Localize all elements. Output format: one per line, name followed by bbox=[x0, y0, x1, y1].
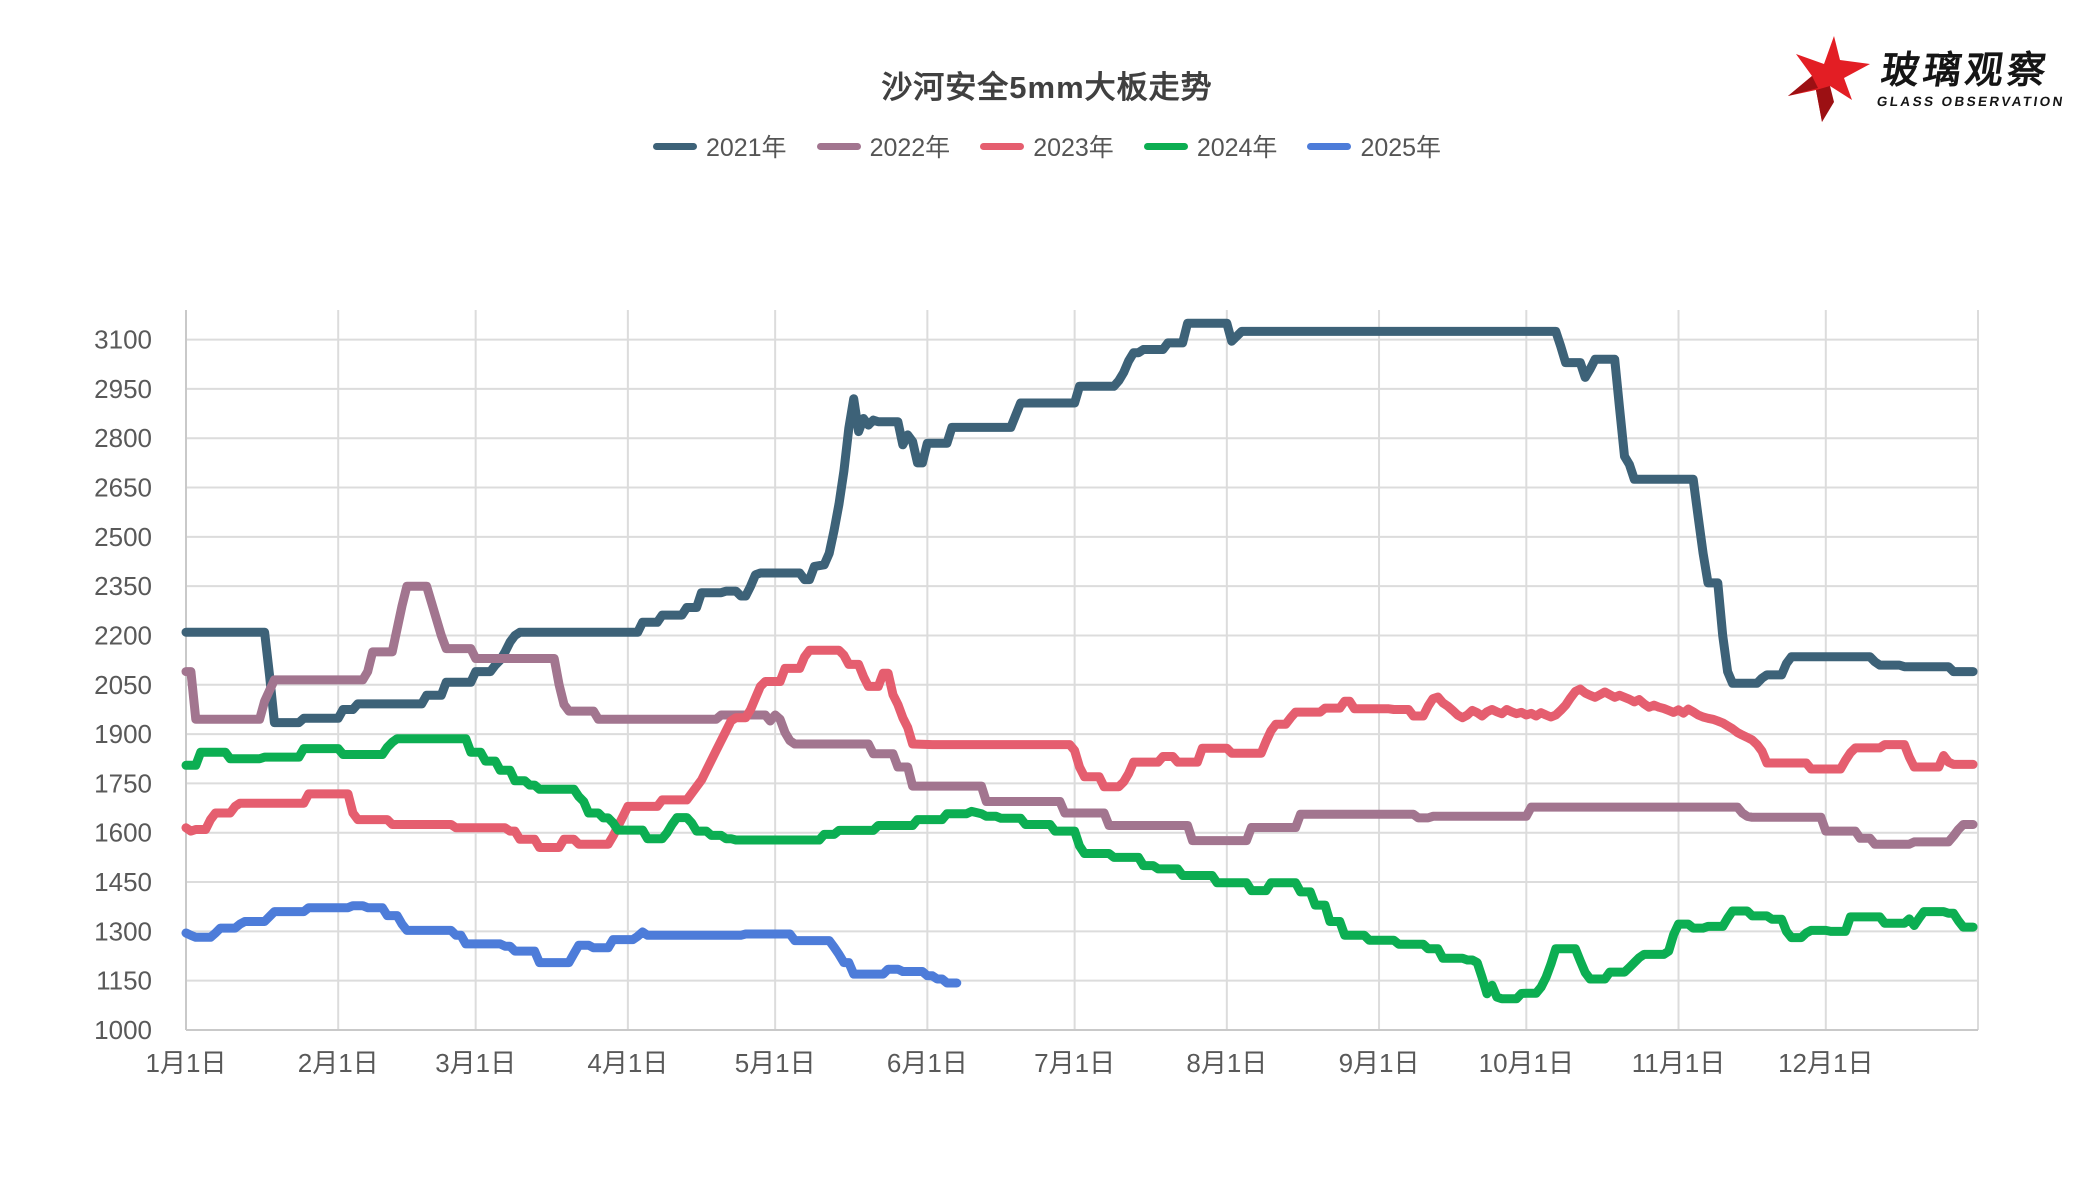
series-line-2023年 bbox=[181, 645, 1978, 852]
y-tick-label: 1900 bbox=[94, 719, 152, 749]
x-tick-label: 7月1日 bbox=[1034, 1048, 1115, 1078]
legend-marker-icon bbox=[816, 142, 861, 150]
y-tick-label: 1750 bbox=[94, 768, 152, 798]
y-tick-label: 2050 bbox=[94, 670, 152, 700]
legend-label: 2024年 bbox=[1196, 134, 1278, 162]
logo-star-icon bbox=[1788, 36, 1871, 122]
series-line-2025年 bbox=[181, 901, 962, 988]
logo-en-text: GLASS OBSERVATION bbox=[1876, 93, 2067, 109]
x-tick-label: 1月1日 bbox=[146, 1048, 227, 1078]
legend-marker-icon bbox=[980, 142, 1025, 150]
legend-item-2022年[interactable]: 2022年 bbox=[816, 128, 951, 164]
legend-marker-icon bbox=[1143, 142, 1188, 150]
legend-item-2023年[interactable]: 2023年 bbox=[980, 128, 1114, 164]
y-tick-label: 2800 bbox=[94, 423, 152, 453]
y-tick-label: 2950 bbox=[94, 374, 152, 404]
y-tick-label: 1300 bbox=[94, 916, 152, 946]
series-line-2024年 bbox=[181, 734, 1978, 1004]
y-tick-label: 2650 bbox=[94, 473, 152, 503]
x-tick-label: 11月1日 bbox=[1632, 1048, 1725, 1078]
series-line-2021年 bbox=[181, 318, 1978, 728]
y-tick-label: 1600 bbox=[94, 818, 152, 848]
x-tick-label: 10月1日 bbox=[1479, 1048, 1574, 1078]
y-tick-label: 1000 bbox=[94, 1015, 152, 1045]
legend-item-2024年[interactable]: 2024年 bbox=[1143, 128, 1278, 164]
logo-cn-text: 玻璃观察 bbox=[1878, 49, 2053, 92]
y-tick-label: 1450 bbox=[94, 867, 152, 897]
x-tick-label: 2月1日 bbox=[298, 1048, 379, 1078]
y-tick-label: 2200 bbox=[94, 620, 152, 650]
legend-item-2021年[interactable]: 2021年 bbox=[652, 128, 787, 164]
legend-marker-icon bbox=[1307, 142, 1352, 150]
x-tick-label: 6月1日 bbox=[887, 1048, 968, 1078]
y-tick-label: 2350 bbox=[94, 571, 152, 601]
legend-label: 2021年 bbox=[705, 134, 787, 162]
legend-label: 2023年 bbox=[1033, 134, 1114, 162]
x-tick-label: 5月1日 bbox=[735, 1048, 816, 1078]
x-tick-label: 8月1日 bbox=[1186, 1048, 1267, 1078]
glass-observation-logo: 玻璃观察 GLASS OBSERVATION bbox=[1782, 34, 2068, 126]
legend-label: 2025年 bbox=[1360, 134, 1442, 162]
x-tick-label: 12月1日 bbox=[1778, 1048, 1873, 1078]
legend-item-2025年[interactable]: 2025年 bbox=[1307, 128, 1441, 164]
legend-marker-icon bbox=[652, 142, 697, 150]
legend: 2021年 2022年 2023年 2024年 2025年 bbox=[0, 128, 2094, 164]
legend-label: 2022年 bbox=[869, 134, 951, 162]
series-line-2022年 bbox=[181, 581, 1978, 849]
y-tick-label: 2500 bbox=[94, 522, 152, 552]
chart-title: 沙河安全5mm大板走势 bbox=[881, 70, 1213, 105]
y-tick-label: 3100 bbox=[94, 325, 152, 355]
x-tick-label: 4月1日 bbox=[587, 1048, 668, 1078]
x-tick-label: 9月1日 bbox=[1339, 1048, 1420, 1078]
y-tick-label: 1150 bbox=[96, 966, 152, 996]
x-tick-label: 3月1日 bbox=[435, 1048, 516, 1078]
